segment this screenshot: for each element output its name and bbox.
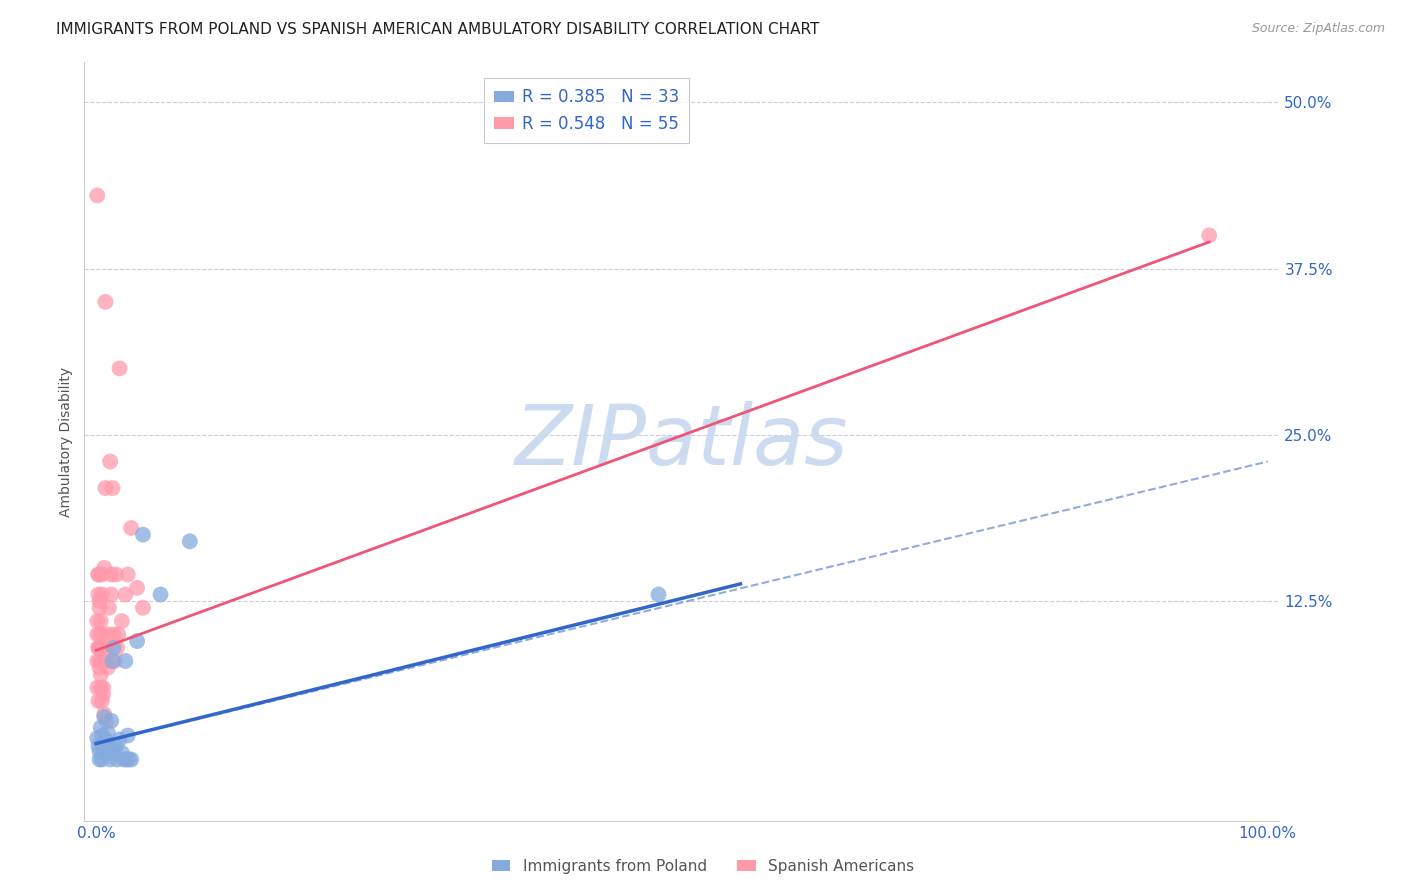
Point [89, 661, 111, 675]
Point [90, 587, 114, 601]
Point [89, 627, 111, 641]
Point [101, 481, 124, 495]
Point [86, 681, 108, 695]
Point [108, 732, 131, 747]
Point [90, 681, 112, 695]
Point [90, 654, 114, 668]
Text: Source: ZipAtlas.com: Source: ZipAtlas.com [1251, 22, 1385, 36]
Point [96, 640, 118, 655]
Point [103, 640, 125, 655]
Point [93, 707, 115, 722]
Point [98, 739, 120, 753]
Point [97, 661, 120, 675]
Point [97, 627, 120, 641]
Point [87, 694, 110, 708]
Point [90, 614, 112, 628]
Point [132, 600, 155, 615]
Legend: Immigrants from Poland, Spanish Americans: Immigrants from Poland, Spanish American… [486, 853, 920, 880]
Point [93, 561, 115, 575]
Point [105, 739, 127, 753]
Point [91, 681, 114, 695]
Point [100, 587, 122, 601]
Point [117, 729, 139, 743]
Text: ZIPatlas: ZIPatlas [515, 401, 849, 482]
Point [86, 627, 108, 641]
Point [89, 752, 111, 766]
Point [87, 567, 110, 582]
Point [118, 752, 141, 766]
Point [93, 710, 115, 724]
Point [100, 714, 122, 728]
Point [108, 361, 131, 376]
Point [1198, 228, 1220, 243]
Point [98, 600, 120, 615]
Point [98, 752, 121, 766]
Point [127, 634, 149, 648]
Point [86, 654, 108, 668]
Point [89, 594, 111, 608]
Point [103, 627, 125, 641]
Point [90, 667, 112, 681]
Point [89, 600, 111, 615]
Point [87, 640, 110, 655]
Point [101, 654, 124, 668]
Point [120, 752, 142, 766]
Point [647, 587, 669, 601]
Point [98, 454, 121, 468]
Point [90, 640, 112, 655]
Point [91, 739, 114, 753]
Point [87, 640, 110, 655]
Point [179, 534, 201, 549]
Point [114, 587, 136, 601]
Point [89, 654, 111, 668]
Point [87, 587, 110, 601]
Point [112, 752, 135, 766]
Point [105, 752, 128, 766]
Legend: R = 0.385   N = 33, R = 0.548   N = 55: R = 0.385 N = 33, R = 0.548 N = 55 [484, 78, 689, 143]
Point [94, 732, 117, 747]
Point [120, 521, 142, 535]
Point [127, 581, 149, 595]
Point [91, 687, 114, 701]
Point [117, 567, 139, 582]
Point [94, 294, 117, 309]
Point [89, 640, 111, 655]
Point [89, 744, 111, 758]
Point [96, 746, 118, 760]
Point [90, 694, 114, 708]
Point [90, 729, 114, 743]
Point [149, 587, 172, 601]
Point [107, 627, 129, 641]
Point [90, 567, 114, 582]
Text: IMMIGRANTS FROM POLAND VS SPANISH AMERICAN AMBULATORY DISABILITY CORRELATION CHA: IMMIGRANTS FROM POLAND VS SPANISH AMERIC… [56, 22, 820, 37]
Point [96, 714, 118, 728]
Point [132, 527, 155, 541]
Point [86, 188, 108, 202]
Point [91, 627, 114, 641]
Point [87, 567, 110, 582]
Point [114, 654, 136, 668]
Point [94, 481, 117, 495]
Point [93, 654, 115, 668]
Point [104, 746, 127, 760]
Point [105, 567, 127, 582]
Point [111, 614, 134, 628]
Point [86, 614, 108, 628]
Point [105, 640, 128, 655]
Point [115, 752, 138, 766]
Point [86, 731, 108, 746]
Point [90, 721, 112, 735]
Point [111, 746, 134, 760]
Y-axis label: Ambulatory Disability: Ambulatory Disability [59, 367, 73, 516]
Point [104, 654, 127, 668]
Point [87, 739, 110, 753]
Point [97, 726, 120, 740]
Point [90, 752, 114, 766]
Point [100, 567, 122, 582]
